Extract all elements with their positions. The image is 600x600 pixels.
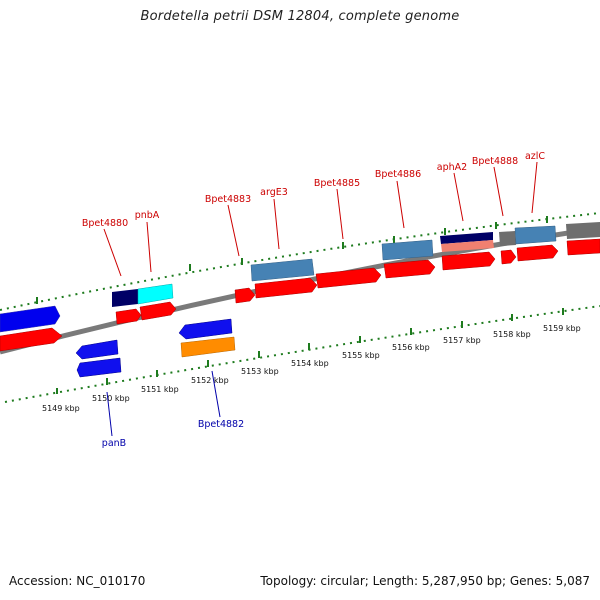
gene-feature[interactable] xyxy=(440,232,493,244)
gene-label[interactable]: Bpet4880 xyxy=(82,218,128,229)
label-connector xyxy=(273,198,280,250)
gene-feature[interactable] xyxy=(139,301,177,321)
gene-label[interactable]: pnbA xyxy=(135,210,160,221)
gene-feature[interactable] xyxy=(75,339,119,360)
scale-label: 5153 kbp xyxy=(241,367,279,376)
gene-label[interactable]: azlC xyxy=(525,151,545,162)
topology-text: Topology: circular; Length: 5,287,950 bp… xyxy=(260,574,590,588)
gene-feature[interactable] xyxy=(250,258,315,282)
gene-feature[interactable] xyxy=(0,305,61,333)
label-connector xyxy=(531,161,538,214)
scale-label: 5159 kbp xyxy=(543,324,581,333)
gene-label[interactable]: Bpet4886 xyxy=(375,169,421,180)
gene-feature[interactable] xyxy=(0,327,63,352)
label-connector xyxy=(493,166,504,217)
gene-feature[interactable] xyxy=(254,277,318,299)
gene-label[interactable]: aphA2 xyxy=(437,162,467,173)
gene-feature[interactable] xyxy=(137,283,174,305)
gene-label[interactable]: Bpet4883 xyxy=(205,194,251,205)
gene-feature[interactable] xyxy=(381,239,434,261)
scale-label: 5150 kbp xyxy=(92,394,130,403)
gene-feature[interactable] xyxy=(499,231,516,246)
gene-label[interactable]: Bpet4888 xyxy=(472,156,518,167)
label-connector xyxy=(146,221,152,273)
label-connector xyxy=(396,180,405,229)
gene-feature[interactable] xyxy=(178,318,233,340)
fwd-tick-row xyxy=(0,212,600,311)
label-connector xyxy=(103,228,122,277)
gene-feature[interactable] xyxy=(441,251,496,271)
gene-feature[interactable] xyxy=(383,259,436,279)
gene-feature[interactable] xyxy=(234,287,256,304)
scale-label: 5151 kbp xyxy=(141,385,179,394)
map-title: Bordetella petrii DSM 12804, complete ge… xyxy=(140,9,460,24)
gene-label[interactable]: argE3 xyxy=(260,187,288,198)
accession-text: Accession: NC_010170 xyxy=(9,574,146,588)
gene-feature[interactable] xyxy=(315,267,382,289)
gene-feature[interactable] xyxy=(112,289,138,307)
gene-label[interactable]: Bpet4882 xyxy=(198,419,244,430)
scale-label: 5152 kbp xyxy=(191,376,229,385)
scale-label: 5149 kbp xyxy=(42,404,80,413)
label-connector xyxy=(227,204,240,257)
scale-label: 5154 kbp xyxy=(291,359,329,368)
gene-feature[interactable] xyxy=(516,244,559,262)
gene-feature[interactable] xyxy=(76,357,122,378)
gene-feature[interactable] xyxy=(566,238,600,256)
label-connector xyxy=(453,172,464,222)
gene-feature[interactable] xyxy=(514,225,557,245)
scale-label: 5157 kbp xyxy=(443,336,481,345)
gene-label[interactable]: Bpet4885 xyxy=(314,178,360,189)
scale-label: 5155 kbp xyxy=(342,351,380,360)
label-connector xyxy=(211,370,221,418)
scale-label: 5158 kbp xyxy=(493,330,531,339)
gene-feature[interactable] xyxy=(180,336,236,358)
label-connector xyxy=(106,391,113,437)
rev-tick-row xyxy=(4,305,600,403)
gene-feature[interactable] xyxy=(500,249,517,265)
gene-feature[interactable] xyxy=(566,222,600,239)
gene-feature[interactable] xyxy=(441,240,494,252)
scale-label: 5156 kbp xyxy=(392,343,430,352)
label-connector xyxy=(336,188,344,240)
gene-feature[interactable] xyxy=(115,308,142,325)
gene-label[interactable]: panB xyxy=(102,438,126,449)
